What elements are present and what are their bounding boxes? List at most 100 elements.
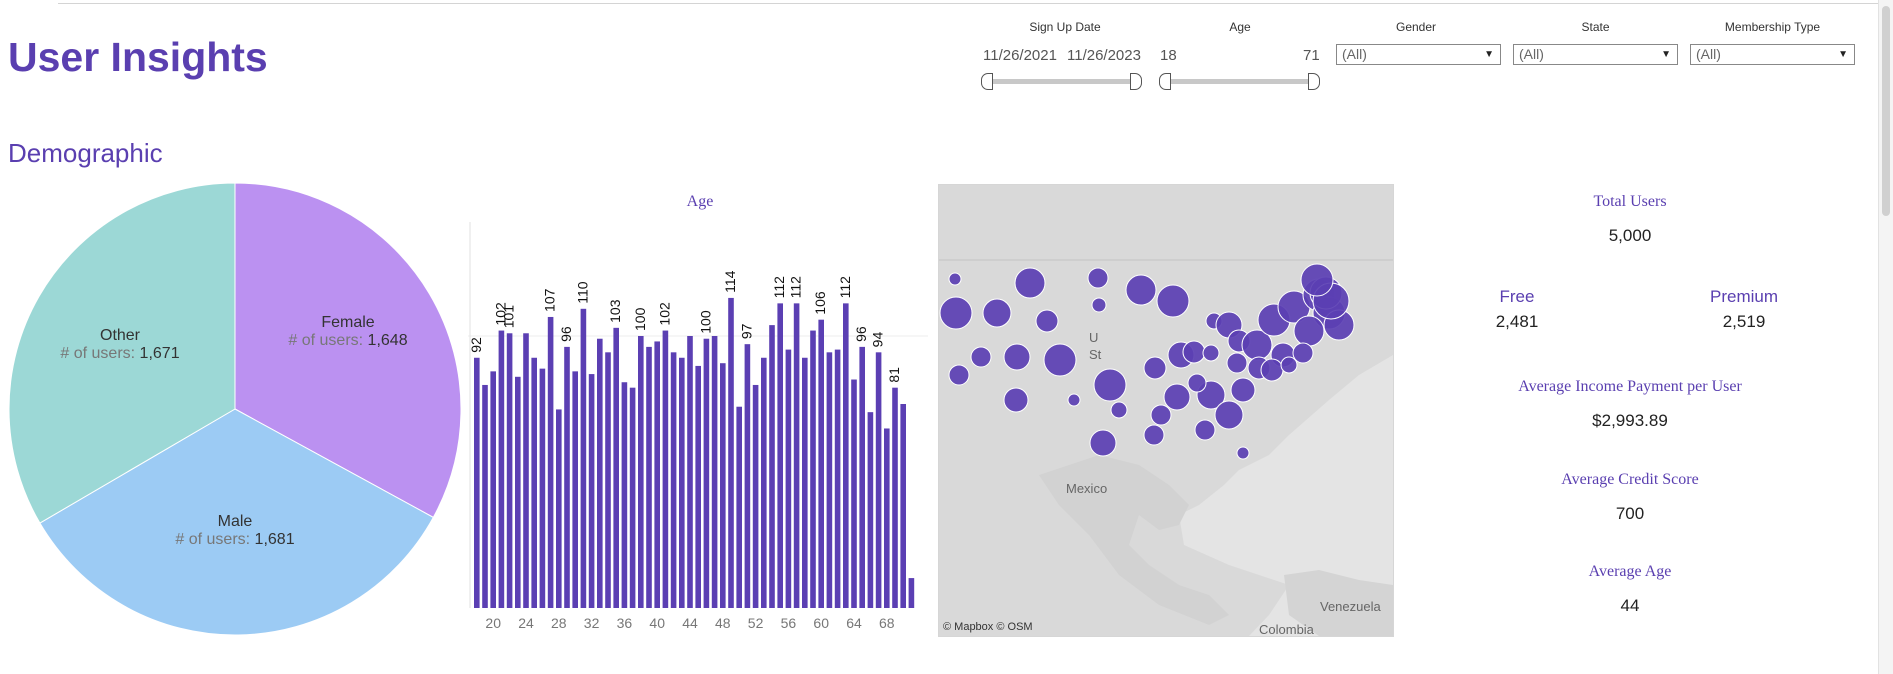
map-bubble[interactable] xyxy=(1156,284,1190,318)
age-bar[interactable] xyxy=(572,371,578,608)
age-slider-max-handle[interactable] xyxy=(1308,73,1320,90)
map-bubble[interactable] xyxy=(1014,267,1046,299)
age-bar[interactable] xyxy=(892,387,898,608)
age-slider-min-handle[interactable] xyxy=(1159,73,1171,90)
map-bubble[interactable] xyxy=(1067,393,1081,407)
age-bar[interactable] xyxy=(703,338,710,608)
age-bar[interactable] xyxy=(564,346,570,608)
map-bubble[interactable] xyxy=(1194,419,1216,441)
age-bar[interactable] xyxy=(752,384,759,608)
map-bubble[interactable] xyxy=(1182,340,1206,364)
map-bubble[interactable] xyxy=(1260,358,1284,382)
membership-dropdown[interactable]: (All) ▼ xyxy=(1690,44,1855,65)
age-bar[interactable] xyxy=(539,368,546,608)
map-bubble[interactable] xyxy=(1293,315,1325,347)
map-bubble[interactable] xyxy=(1003,343,1031,371)
map-bubble[interactable] xyxy=(1003,387,1029,413)
map-bubble[interactable] xyxy=(1187,373,1207,393)
age-bar[interactable] xyxy=(629,387,636,608)
age-bar[interactable] xyxy=(498,330,505,608)
age-bar[interactable] xyxy=(523,333,529,608)
map-bubble[interactable] xyxy=(1089,429,1117,457)
age-bar[interactable] xyxy=(744,344,751,608)
age-bar[interactable] xyxy=(884,428,890,608)
map-bubble[interactable] xyxy=(970,346,992,368)
map-bubble[interactable] xyxy=(1091,297,1107,313)
age-slider-track[interactable] xyxy=(1165,79,1315,84)
map-bubble[interactable] xyxy=(1226,352,1248,374)
map-bubble[interactable] xyxy=(948,272,962,286)
age-bar[interactable] xyxy=(777,303,783,608)
age-bar[interactable] xyxy=(670,352,677,608)
map-bubble[interactable] xyxy=(1125,274,1157,306)
age-bar[interactable] xyxy=(646,346,652,608)
age-bar[interactable] xyxy=(638,336,644,608)
age-bar[interactable] xyxy=(711,336,718,608)
age-bar[interactable] xyxy=(851,379,857,608)
age-bar[interactable] xyxy=(736,406,742,608)
map-bubble[interactable] xyxy=(1043,343,1077,377)
map-bubble[interactable] xyxy=(1214,400,1244,430)
age-bar[interactable] xyxy=(605,352,611,608)
age-bar[interactable] xyxy=(588,374,595,608)
map-bubble[interactable] xyxy=(948,364,970,386)
map-bubble[interactable] xyxy=(1143,356,1167,380)
age-bar[interactable] xyxy=(875,352,882,608)
map-bubble[interactable] xyxy=(1143,424,1165,446)
map-bubble[interactable] xyxy=(1093,368,1127,402)
age-bar[interactable] xyxy=(859,346,865,608)
age-bar[interactable] xyxy=(490,371,496,608)
map-bubble[interactable] xyxy=(1035,309,1059,333)
age-bar[interactable] xyxy=(769,325,775,608)
map-bubble[interactable] xyxy=(1292,342,1314,364)
state-dropdown[interactable]: (All) ▼ xyxy=(1513,44,1678,65)
age-bar[interactable] xyxy=(613,327,619,608)
map-bubble[interactable] xyxy=(1163,383,1191,411)
age-bar[interactable] xyxy=(474,357,480,608)
age-bar[interactable] xyxy=(843,303,849,608)
age-bar[interactable] xyxy=(867,412,874,608)
map-bubble[interactable] xyxy=(1280,356,1298,374)
age-bar[interactable] xyxy=(515,376,521,608)
age-bar[interactable] xyxy=(547,316,554,608)
pie-slice-male[interactable] xyxy=(39,408,434,636)
age-bar[interactable] xyxy=(834,349,841,608)
map-bubble[interactable] xyxy=(1110,401,1128,419)
user-map[interactable]: Mexico Venezuela Colombia U St © Mapbox … xyxy=(938,184,1394,637)
age-bar[interactable] xyxy=(826,352,833,608)
scrollbar-thumb[interactable] xyxy=(1882,6,1890,216)
age-bar[interactable] xyxy=(818,319,824,608)
gender-dropdown[interactable]: (All) ▼ xyxy=(1336,44,1501,65)
pie-slice-other[interactable] xyxy=(8,182,236,524)
map-bubble[interactable] xyxy=(1236,446,1250,460)
age-bar[interactable] xyxy=(908,578,915,608)
age-bar[interactable] xyxy=(695,365,701,608)
age-bar[interactable] xyxy=(761,357,767,608)
age-bar[interactable] xyxy=(662,330,669,608)
signup-slider-track[interactable] xyxy=(987,79,1137,84)
pie-slice-female[interactable] xyxy=(234,182,462,519)
age-bar[interactable] xyxy=(900,404,906,608)
signup-slider-end-handle[interactable] xyxy=(1130,73,1142,90)
map-bubble[interactable] xyxy=(1300,263,1334,297)
age-bar[interactable] xyxy=(802,357,808,608)
map-bubble[interactable] xyxy=(1087,267,1109,289)
map-bubble[interactable] xyxy=(939,296,973,330)
age-bar[interactable] xyxy=(785,349,792,608)
age-bar[interactable] xyxy=(556,409,562,608)
age-bar[interactable] xyxy=(687,336,693,608)
age-bar[interactable] xyxy=(728,297,734,608)
map-bubble[interactable] xyxy=(1202,344,1220,362)
age-bar[interactable] xyxy=(506,333,513,608)
vertical-scrollbar[interactable] xyxy=(1878,0,1893,674)
age-bar[interactable] xyxy=(580,308,587,608)
age-bar[interactable] xyxy=(679,357,685,608)
age-bar[interactable] xyxy=(597,338,603,608)
age-bar[interactable] xyxy=(810,330,816,608)
age-bar[interactable] xyxy=(654,341,660,608)
age-bar[interactable] xyxy=(720,363,726,608)
age-bar[interactable] xyxy=(793,303,800,608)
age-bar[interactable] xyxy=(531,357,537,608)
map-bubble[interactable] xyxy=(1230,377,1256,403)
signup-slider-start-handle[interactable] xyxy=(981,73,993,90)
